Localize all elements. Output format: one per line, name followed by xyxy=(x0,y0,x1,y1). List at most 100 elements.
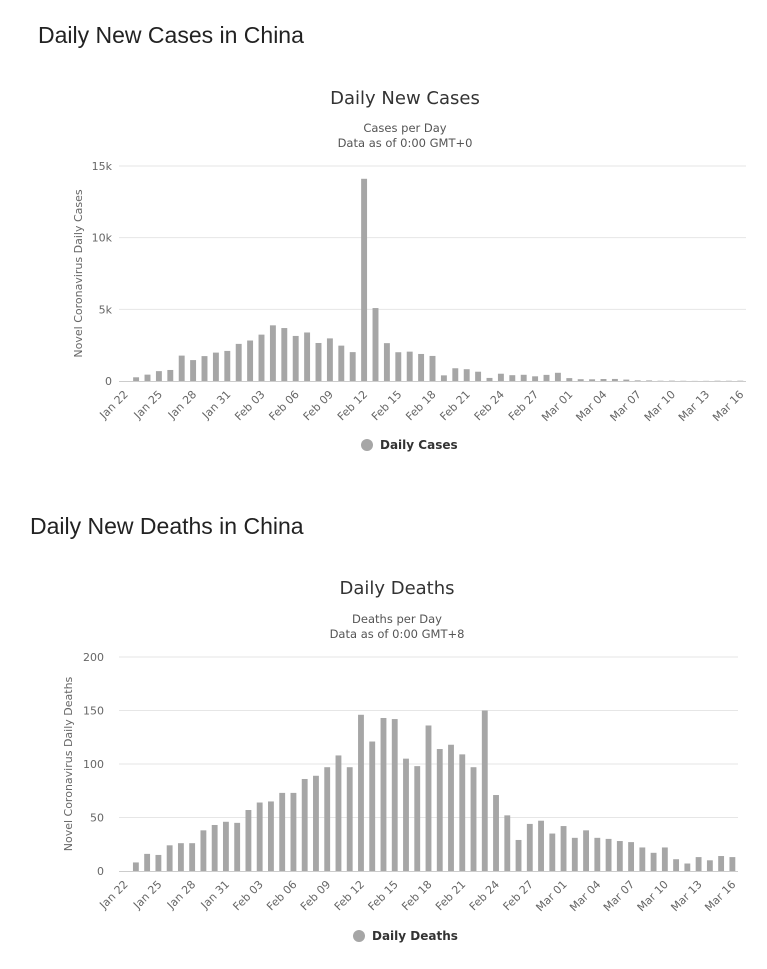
x-tick-label: Feb 21 xyxy=(433,878,468,913)
bar-feb-21 xyxy=(463,369,470,381)
bar-feb-07 xyxy=(304,332,311,381)
x-tick-label: Feb 18 xyxy=(403,388,438,423)
bar-feb-11 xyxy=(349,352,356,381)
bar-feb-22 xyxy=(470,767,477,871)
y-tick-label: 5k xyxy=(99,303,113,316)
bar-jan-26 xyxy=(166,845,173,871)
x-tick-label: Feb 09 xyxy=(301,388,336,423)
chart-subtitle-line: Deaths per Day xyxy=(352,612,442,626)
bar-jan-25 xyxy=(155,854,162,871)
bar-feb-23 xyxy=(486,377,493,381)
bar-mar-01 xyxy=(560,826,567,871)
bar-feb-09 xyxy=(326,338,333,381)
legend-label: Daily Deaths xyxy=(372,929,458,943)
bar-jan-24 xyxy=(144,853,151,871)
x-tick-label: Feb 24 xyxy=(467,878,502,913)
bar-feb-14 xyxy=(383,343,390,381)
x-tick-label: Feb 24 xyxy=(472,388,507,423)
bar-mar-07 xyxy=(634,380,641,381)
bar-feb-02 xyxy=(245,810,252,871)
x-tick-label: Feb 03 xyxy=(232,388,267,423)
bar-feb-17 xyxy=(414,766,421,871)
bar-feb-17 xyxy=(418,353,425,381)
bar-feb-05 xyxy=(279,792,286,871)
bar-mar-10 xyxy=(661,847,668,871)
bar-mar-03 xyxy=(589,379,596,381)
bar-mar-02 xyxy=(577,379,584,381)
legend-label: Daily Cases xyxy=(380,438,458,452)
bar-feb-29 xyxy=(549,833,556,871)
bar-feb-11 xyxy=(346,767,353,871)
x-tick-label: Jan 31 xyxy=(198,878,232,912)
x-tick-label: Mar 13 xyxy=(668,878,704,914)
bar-feb-20 xyxy=(452,368,459,381)
legend-marker xyxy=(353,930,365,942)
bar-feb-04 xyxy=(269,325,276,381)
bar-jan-30 xyxy=(212,352,219,381)
chart-subtitle-line: Data as of 0:00 GMT+0 xyxy=(338,136,473,150)
x-tick-label: Mar 10 xyxy=(642,388,678,424)
x-tick-label: Jan 25 xyxy=(130,878,164,912)
x-tick-label: Mar 16 xyxy=(710,388,746,424)
bar-feb-15 xyxy=(395,352,402,381)
bar-feb-23 xyxy=(481,710,488,871)
x-tick-label: Feb 27 xyxy=(501,878,536,913)
x-tick-label: Feb 06 xyxy=(266,388,301,423)
bar-feb-20 xyxy=(448,744,454,871)
bar-feb-06 xyxy=(290,792,297,871)
bar-jan-24 xyxy=(144,374,151,381)
bar-feb-08 xyxy=(315,342,322,381)
bar-feb-04 xyxy=(268,801,274,871)
bar-mar-02 xyxy=(571,837,578,871)
bar-feb-26 xyxy=(520,374,527,381)
bar-feb-14 xyxy=(380,717,387,871)
x-tick-label: Feb 15 xyxy=(369,388,404,423)
bar-mar-11 xyxy=(673,859,680,871)
bar-feb-18 xyxy=(425,725,432,871)
bar-jan-31 xyxy=(224,350,231,381)
x-tick-label: Feb 09 xyxy=(298,878,333,913)
bar-jan-25 xyxy=(155,371,162,381)
bar-feb-19 xyxy=(436,749,443,871)
x-tick-label: Mar 07 xyxy=(608,388,644,424)
x-tick-label: Jan 31 xyxy=(199,388,233,422)
bar-feb-28 xyxy=(538,820,544,871)
bar-mar-04 xyxy=(594,837,601,871)
bar-jan-23 xyxy=(132,862,139,871)
bar-mar-06 xyxy=(616,841,623,871)
x-tick-label: Mar 16 xyxy=(702,878,738,914)
bar-mar-08 xyxy=(646,380,653,381)
section-title-deaths: Daily New Deaths in China xyxy=(30,513,304,539)
x-tick-label: Jan 28 xyxy=(165,388,199,422)
y-axis-label: Novel Coronavirus Daily Deaths xyxy=(62,676,75,851)
y-tick-label: 50 xyxy=(90,812,104,825)
bar-mar-01 xyxy=(566,378,573,381)
bar-feb-25 xyxy=(504,815,511,871)
bar-feb-12 xyxy=(361,178,368,381)
y-tick-label: 200 xyxy=(83,651,104,664)
bar-mar-05 xyxy=(605,838,612,871)
bar-feb-06 xyxy=(292,335,299,381)
x-tick-label: Mar 04 xyxy=(573,388,609,424)
y-axis-label: Novel Coronavirus Daily Cases xyxy=(72,189,85,357)
bar-feb-03 xyxy=(256,802,263,871)
bar-feb-15 xyxy=(391,719,398,871)
bar-mar-03 xyxy=(583,830,589,871)
x-tick-label: Mar 10 xyxy=(635,878,671,914)
bar-feb-07 xyxy=(301,778,308,871)
y-tick-label: 150 xyxy=(83,705,104,718)
x-tick-label: Feb 03 xyxy=(230,878,265,913)
chart-subtitle-line: Data as of 0:00 GMT+8 xyxy=(330,627,465,641)
bar-mar-15 xyxy=(718,856,725,871)
bar-feb-19 xyxy=(440,375,447,381)
x-tick-label: Jan 22 xyxy=(96,878,130,912)
x-tick-label: Mar 13 xyxy=(676,388,712,424)
bar-jan-29 xyxy=(200,830,207,871)
bar-jan-31 xyxy=(222,821,229,871)
legend-marker xyxy=(361,439,373,451)
y-tick-label: 0 xyxy=(105,375,112,388)
bar-mar-13 xyxy=(695,857,702,871)
bar-feb-16 xyxy=(406,351,413,381)
bar-feb-13 xyxy=(369,741,376,871)
